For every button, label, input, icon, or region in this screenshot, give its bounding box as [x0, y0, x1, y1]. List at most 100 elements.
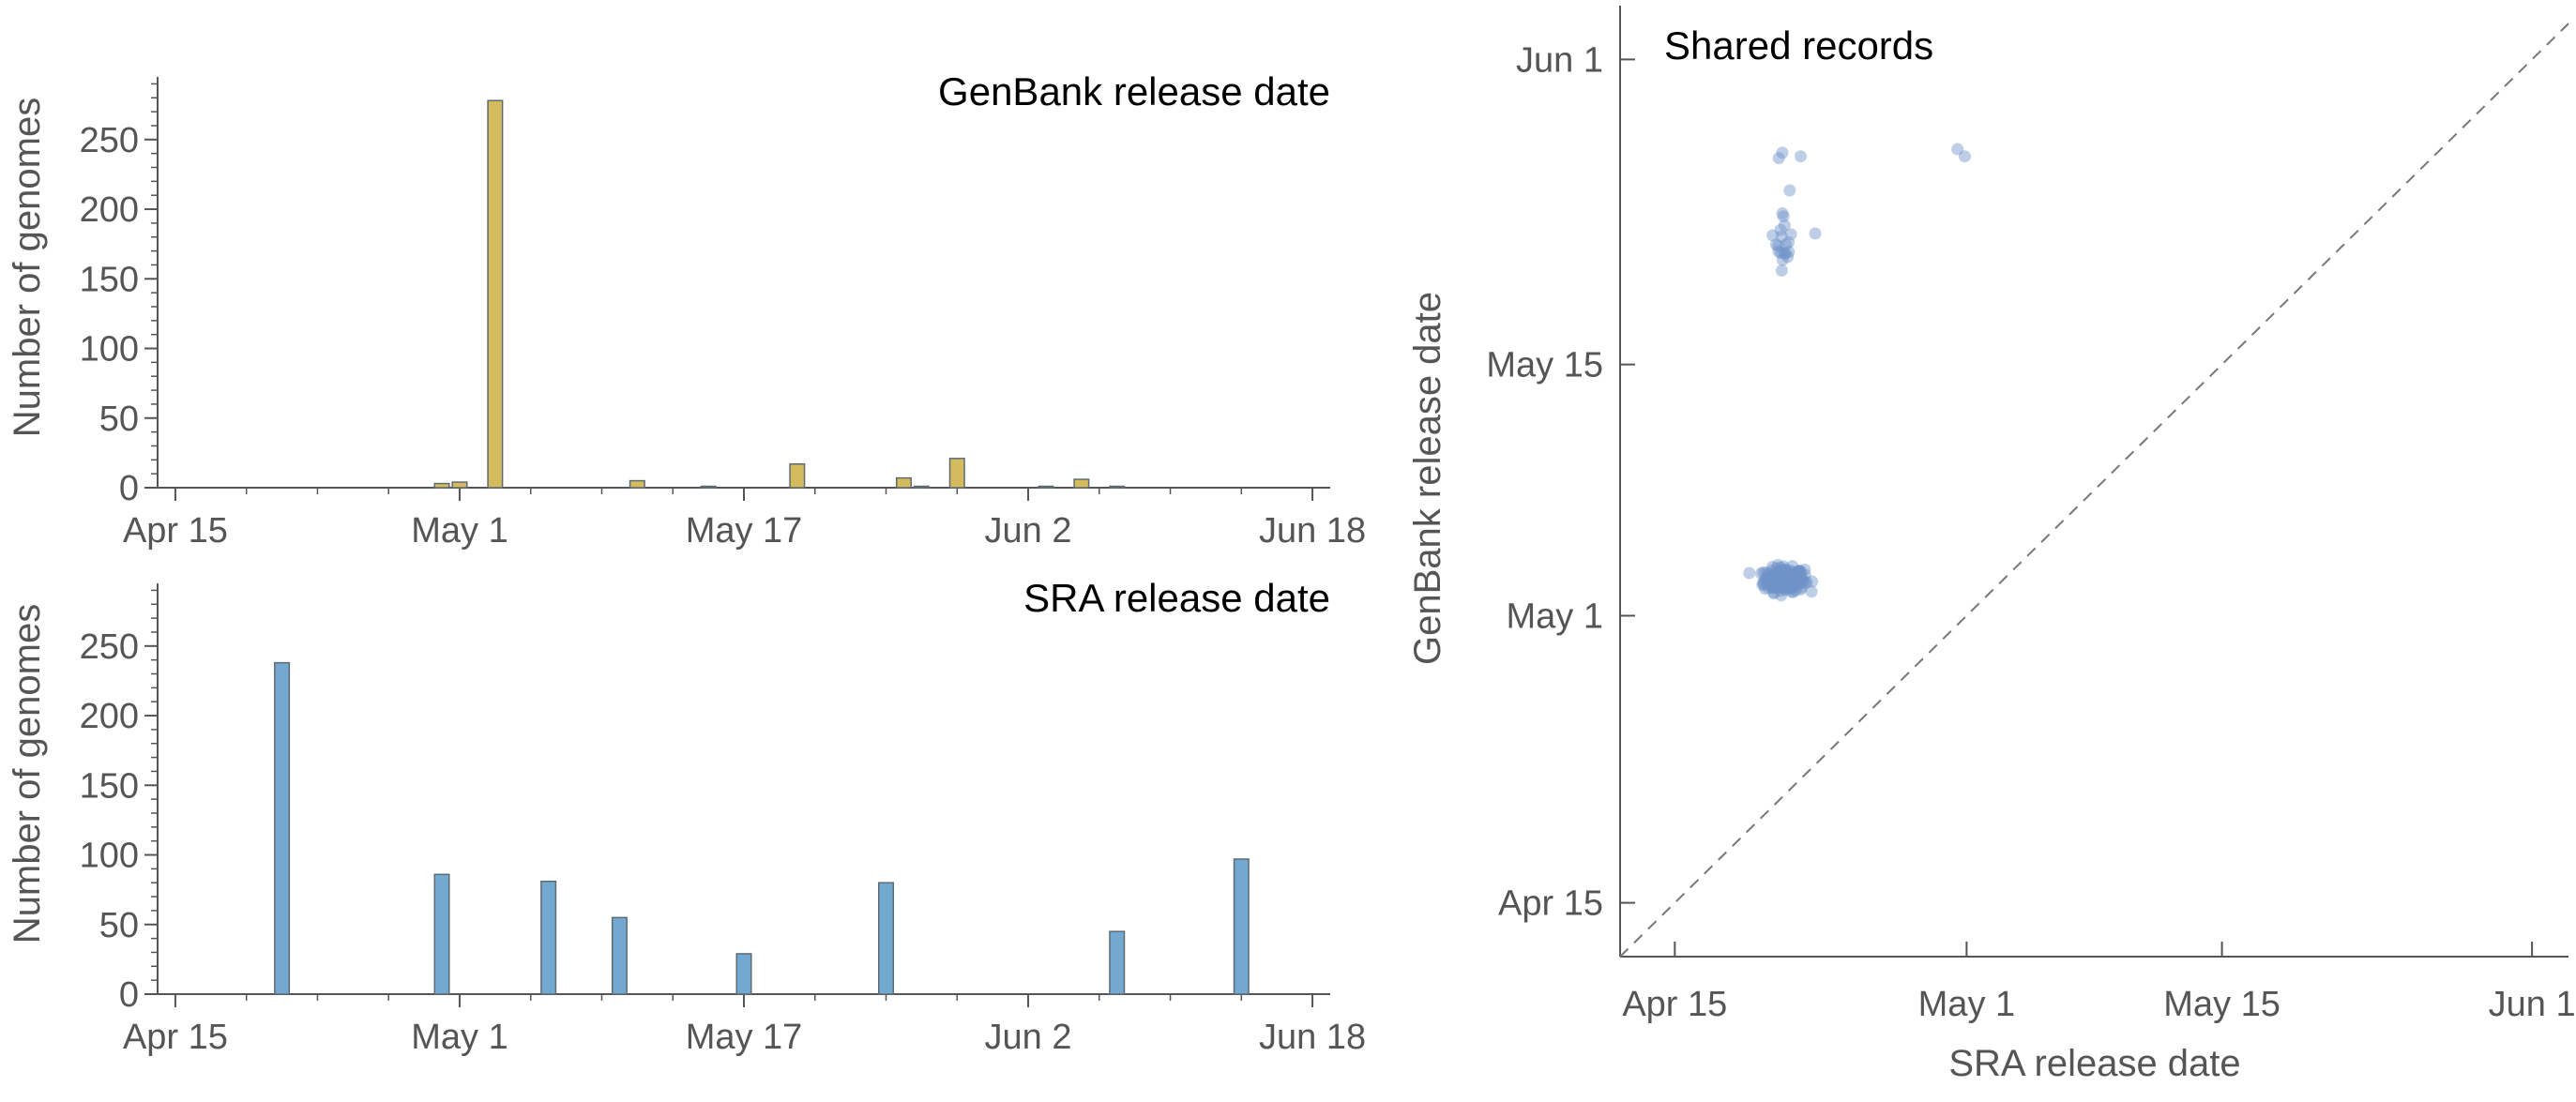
scatter-point [1781, 579, 1795, 592]
scatter-point [1787, 575, 1800, 588]
histogram-bar [274, 661, 291, 995]
scatter-point [1796, 575, 1810, 588]
scatter-point [1772, 569, 1785, 582]
scatter-point [1780, 571, 1794, 584]
scatter-point [1781, 581, 1795, 594]
y-tick-label: May 1 [1507, 596, 1603, 636]
sra-release-histogram: SRA release date Number of genomes 0 50 10… [7, 576, 1366, 1057]
scatter-point [1778, 582, 1791, 596]
scatter-point [1790, 576, 1803, 589]
scatter-point [1776, 572, 1789, 585]
scatter-point [1793, 574, 1806, 587]
scatter-point [1772, 565, 1785, 578]
scatter-point [1760, 571, 1773, 584]
scatter-point [1754, 566, 1767, 580]
genbank-chart-title: GenBank release date [938, 69, 1330, 113]
scatter-point [1805, 585, 1818, 598]
scatter-point [1786, 572, 1799, 585]
scatter-point [1782, 573, 1796, 586]
scatter-point [1784, 570, 1797, 583]
scatter-point [1779, 574, 1792, 587]
scatter-point [1790, 572, 1803, 585]
scatter-point [1785, 571, 1798, 584]
scatter-point [1764, 579, 1777, 592]
scatter-point [1770, 568, 1783, 581]
scatter-point [1794, 565, 1807, 578]
scatter-point [1769, 576, 1782, 589]
scatter-point [1776, 576, 1789, 589]
x-tick-label: Jun 18 [1259, 1018, 1366, 1057]
scatter-point [1780, 575, 1793, 588]
scatter-point [1776, 207, 1789, 220]
y-tick-label: 100 [80, 330, 139, 370]
scatter-point [1772, 581, 1785, 594]
scatter-point [1770, 567, 1783, 581]
scatter-point [1757, 578, 1770, 591]
scatter-point [1778, 570, 1791, 583]
scatter-point [1779, 564, 1792, 577]
scatter-point [1763, 566, 1776, 580]
scatter-point [1775, 230, 1788, 243]
y-tick-label: 0 [119, 975, 139, 1015]
scatter-point [1780, 568, 1794, 581]
scatter-point [1779, 571, 1792, 584]
scatter-point [1772, 575, 1785, 588]
x-tick-label: May 17 [686, 1018, 803, 1057]
histogram-bar [913, 485, 930, 489]
x-tick-label: Jun 1 [2489, 985, 2576, 1024]
scatter-point [1781, 574, 1795, 587]
y-tick-label: 250 [80, 627, 139, 667]
scatter-point [1768, 568, 1781, 581]
scatter-point [1774, 584, 1787, 597]
scatter-point [1790, 566, 1803, 579]
scatter-point [1779, 247, 1792, 260]
scatter-point [1776, 146, 1789, 159]
scatter-point [1781, 571, 1795, 584]
scatter-point [1776, 568, 1789, 581]
scatter-point [1775, 572, 1788, 585]
scatter-point [1781, 250, 1795, 264]
scatter-point [1796, 571, 1809, 584]
scatter-point [1774, 580, 1787, 593]
scatter-point [1790, 571, 1803, 584]
scatter-point [1766, 229, 1780, 242]
y-tick-label: May 15 [1486, 346, 1603, 385]
scatter-point [1777, 560, 1790, 573]
scatter-point [1787, 570, 1800, 583]
scatter-point [1784, 228, 1797, 241]
scatter-point [1778, 219, 1791, 232]
scatter-point [1780, 238, 1793, 251]
scatter-point [1786, 566, 1799, 579]
scatter-point [1781, 570, 1795, 583]
scatter-point [1780, 567, 1794, 581]
scatter-point [1764, 572, 1777, 585]
scatter-point [1785, 585, 1798, 598]
scatter-point [1764, 580, 1777, 593]
scatter-point [1767, 578, 1780, 591]
scatter-point [1774, 567, 1787, 581]
histogram-bar [1109, 930, 1126, 995]
scatter-point [1777, 567, 1790, 581]
scatter-point [1780, 572, 1794, 585]
scatter-point [1775, 574, 1788, 587]
scatter-point [1776, 572, 1789, 585]
scatter-point [1775, 580, 1788, 593]
scatter-point [1778, 573, 1791, 586]
scatter-point [1784, 574, 1797, 587]
scatter-point [1789, 568, 1802, 581]
scatter-point [1776, 567, 1789, 581]
x-tick-label: Jun 2 [985, 511, 1072, 551]
scatter-point [1780, 572, 1793, 585]
scatter-point [1777, 577, 1790, 590]
x-tick-label: Jun 18 [1259, 511, 1366, 551]
scatter-point [1770, 581, 1783, 594]
scatter-point [1777, 569, 1790, 582]
scatter-point [1780, 569, 1794, 582]
scatter-points [1743, 143, 1971, 602]
histogram-bar [433, 482, 450, 489]
scatter-point [1774, 579, 1787, 592]
sra-bars [274, 661, 1250, 995]
scatter-point [1768, 571, 1781, 584]
scatter-point [1795, 567, 1808, 581]
